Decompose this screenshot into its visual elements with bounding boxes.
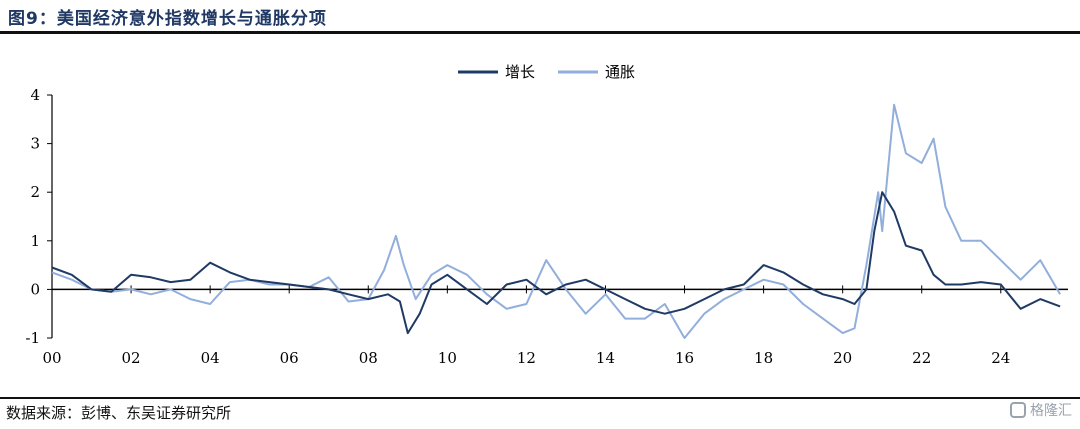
legend-label-inflation: 通胀 <box>605 63 635 81</box>
x-tick-label: 04 <box>201 349 220 367</box>
x-tick-label: 14 <box>596 349 615 367</box>
y-axis: -1 0 1 2 3 4 <box>25 86 53 347</box>
y-tick-label: 2 <box>30 183 40 201</box>
source-note: 数据来源：彭博、东吴证券研究所 <box>6 404 232 422</box>
series-layer <box>51 103 1061 339</box>
x-tick-label: 06 <box>280 349 299 367</box>
x-tick-label: 00 <box>42 349 61 367</box>
watermark-logo-icon <box>1010 402 1026 418</box>
watermark-text: 格隆汇 <box>1030 403 1072 419</box>
x-tick-label: 24 <box>991 349 1010 367</box>
x-tick-label: 10 <box>438 349 457 367</box>
y-tick-label: 0 <box>30 280 40 298</box>
x-tick-label: 08 <box>359 349 378 367</box>
series-line-growth <box>51 191 1061 335</box>
x-tick-label: 16 <box>675 349 694 367</box>
series-line-inflation <box>51 103 1061 339</box>
x-axis: 00 02 04 06 08 10 12 14 16 18 20 22 24 <box>42 285 1068 367</box>
y-tick-label: 1 <box>30 232 40 250</box>
legend-label-growth: 增长 <box>505 63 535 81</box>
chart-legend: 增长 通胀 <box>458 63 635 81</box>
figure-title: 图9：美国经济意外指数增长与通胀分项 <box>8 9 327 29</box>
x-tick-label: 20 <box>833 349 852 367</box>
x-tick-label: 12 <box>517 349 536 367</box>
x-tick-label: 18 <box>754 349 773 367</box>
top-rule <box>0 31 1080 34</box>
y-tick-label: 4 <box>30 86 40 104</box>
x-tick-label: 02 <box>122 349 141 367</box>
y-tick-label: 3 <box>30 135 40 153</box>
watermark: 格隆汇 <box>1010 400 1072 420</box>
y-tick-label: -1 <box>25 329 40 347</box>
x-tick-label: 22 <box>912 349 931 367</box>
bottom-rule <box>0 397 1080 399</box>
